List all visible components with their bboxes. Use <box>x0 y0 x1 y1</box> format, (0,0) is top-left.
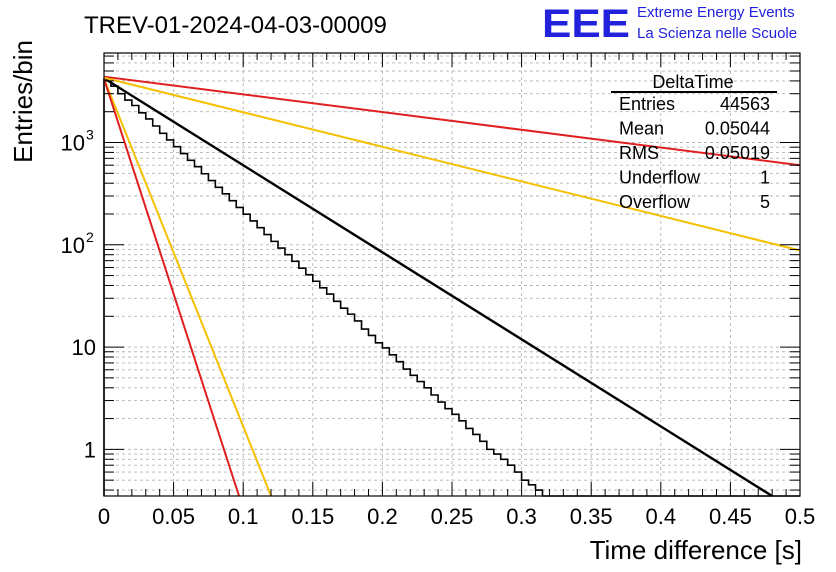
stats-label: Entries <box>619 94 675 114</box>
grid <box>104 53 800 496</box>
x-tick-label: 0.1 <box>228 504 259 529</box>
y-tick-exponent: 3 <box>86 127 94 143</box>
x-tick-label: 0.15 <box>291 504 334 529</box>
stats-value: 1 <box>760 168 770 188</box>
eee-logo-mark: EEE <box>542 2 630 46</box>
curve-red-steep <box>103 78 240 497</box>
x-tick-label: 0.45 <box>709 504 752 529</box>
curve-yellow-slow <box>103 76 801 252</box>
axis-ticks <box>103 53 801 496</box>
y-tick-label: 10 <box>72 335 96 360</box>
curve-red-slow <box>103 75 801 167</box>
eee-logo: EEE Extreme Energy Events La Scienza nel… <box>542 2 797 46</box>
curve-fit <box>103 77 773 498</box>
y-axis-label: Entries/bin <box>8 40 38 163</box>
x-tick-label: 0.05 <box>152 504 195 529</box>
y-tick-label: 1 <box>84 437 96 462</box>
y-tick-label: 10 <box>61 131 85 156</box>
y-tick-label: 10 <box>61 233 85 258</box>
chart-title: TREV-01-2024-04-03-00009 <box>84 12 387 39</box>
stats-title: DeltaTime <box>652 72 733 92</box>
stats-label: RMS <box>619 143 659 163</box>
x-tick-label: 0.35 <box>570 504 613 529</box>
fit-curves-layer <box>103 75 801 498</box>
eee-logo-line2: La Scienza nelle Scuole <box>637 25 797 42</box>
stats-value: 0.05019 <box>705 143 770 163</box>
x-tick-label: 0.3 <box>506 504 537 529</box>
x-tick-label: 0.2 <box>367 504 398 529</box>
x-axis-label: Time difference [s] <box>590 535 802 565</box>
stats-label: Mean <box>619 119 664 139</box>
curve-yellow-steep <box>103 78 272 497</box>
x-tick-label: 0 <box>98 504 110 529</box>
x-tick-labels: 0 0.05 0.1 0.15 0.2 0.25 0.3 0.35 0.4 0.45 0.5 <box>98 504 815 529</box>
stats-label: Overflow <box>619 192 691 212</box>
stats-value: 44563 <box>720 94 770 114</box>
x-tick-label: 0.4 <box>646 504 677 529</box>
stats-value: 0.05044 <box>705 119 770 139</box>
stats-label: Underflow <box>619 168 701 188</box>
x-tick-label: 0.25 <box>431 504 474 529</box>
eee-logo-line1: Extreme Energy Events <box>637 4 795 21</box>
y-tick-exponent: 2 <box>86 229 94 245</box>
x-tick-label: 0.5 <box>785 504 816 529</box>
stats-value: 5 <box>760 192 770 212</box>
stats-rows: Entries 44563 Mean 0.05044 RMS 0.05019Underfl… <box>619 94 770 212</box>
stats-box: DeltaTime Entries 44563 Mean 0.05044 RMS 0.05… <box>611 72 777 212</box>
